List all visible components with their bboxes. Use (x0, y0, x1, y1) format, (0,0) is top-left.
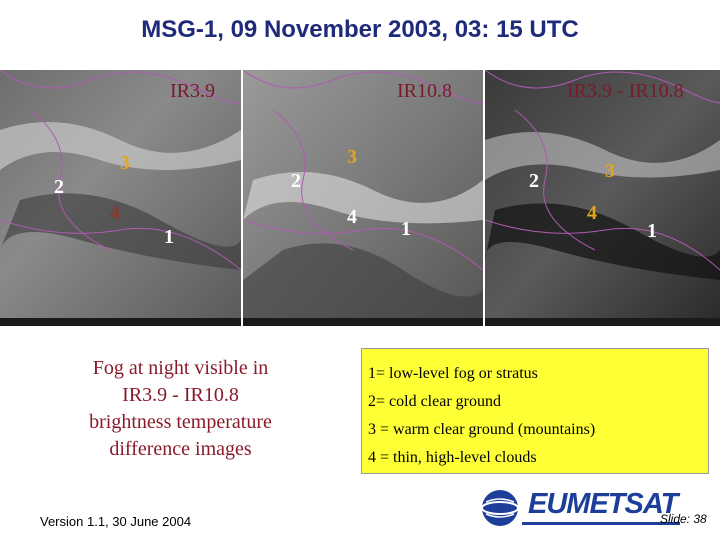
region-number: 4 (587, 202, 597, 224)
panel-ir108: IR10.8 2 3 4 1 (243, 70, 483, 326)
region-number: 4 (347, 206, 357, 228)
logo-wordmark: EUMETSAT (528, 488, 678, 520)
legend-item: 2= cold clear ground (368, 393, 501, 410)
caption-line: difference images (109, 438, 252, 460)
legend-item: 4 = thin, high-level clouds (368, 449, 537, 466)
region-number: 4 (110, 202, 120, 224)
region-number: 1 (647, 220, 657, 242)
caption-line: Fog at night visible in (92, 357, 269, 379)
caption-line: brightness temperature (89, 411, 272, 433)
legend-box: 1= low-level fog or stratus 2= cold clea… (361, 348, 709, 474)
region-number: 2 (291, 170, 301, 192)
legend-item: 1= low-level fog or stratus (368, 365, 538, 382)
region-number: 1 (164, 226, 174, 248)
slide-title: MSG-1, 09 November 2003, 03: 15 UTC (141, 16, 579, 43)
region-number: 3 (605, 160, 615, 182)
panel-label: IR10.8 (397, 80, 452, 102)
region-number: 3 (347, 146, 357, 168)
satellite-image-difference (485, 70, 720, 326)
satellite-image-ir108 (243, 70, 483, 326)
panel-label: IR3.9 - IR10.8 (567, 80, 684, 102)
caption-line: IR3.9 - IR10.8 (122, 384, 239, 406)
eumetsat-logo-icon (481, 490, 680, 526)
satellite-image-ir39 (0, 70, 241, 326)
caption-text: Fog at night visible in IR3.9 - IR10.8 b… (48, 355, 313, 463)
panel-ir39: IR3.9 3 2 4 1 (0, 70, 241, 326)
eumetsat-logo: EUMETSAT (478, 486, 683, 530)
region-number: 2 (529, 170, 539, 192)
slide-number: Slide: 38 (660, 512, 707, 526)
satellite-image-strip: IR3.9 3 2 4 1 IR10.8 2 3 4 1 (0, 70, 720, 326)
panel-difference: IR3.9 - IR10.8 2 3 4 1 (485, 70, 720, 326)
region-number: 1 (401, 218, 411, 240)
legend-item: 3 = warm clear ground (mountains) (368, 421, 596, 438)
panel-label: IR3.9 (170, 80, 215, 102)
region-number: 2 (54, 176, 64, 198)
version-text: Version 1.1, 30 June 2004 (40, 514, 192, 529)
region-number: 3 (120, 152, 130, 174)
